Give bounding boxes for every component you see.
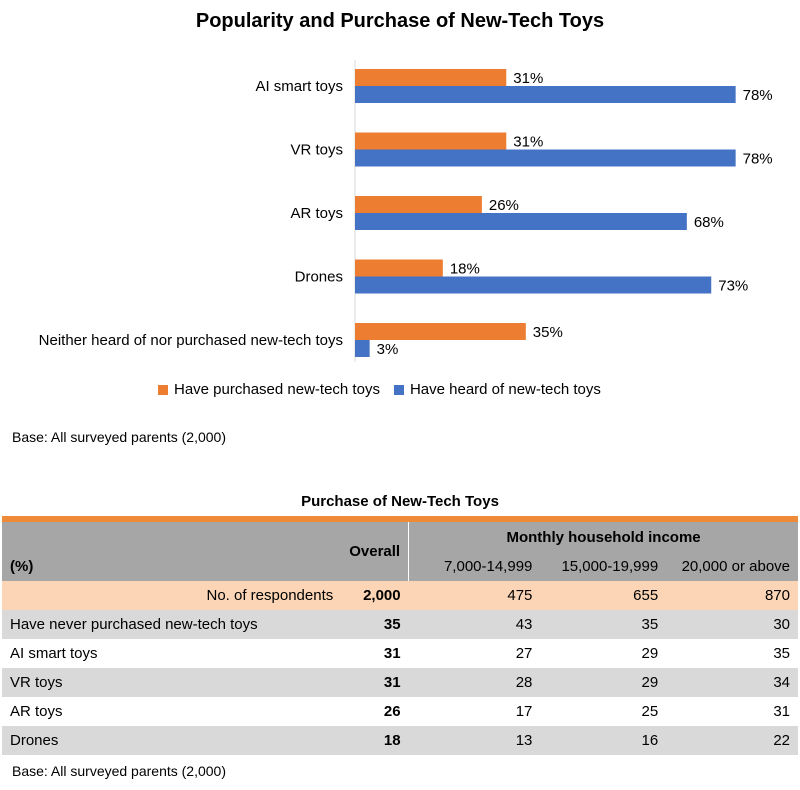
cell-income-1: 475 (408, 581, 541, 610)
legend-swatch-heard (393, 384, 404, 395)
cell-income-3: 35 (666, 639, 798, 668)
cell-income-2: 25 (540, 697, 667, 726)
bar-purchased (355, 196, 482, 213)
data-label: 78% (743, 87, 773, 104)
cell-income-3: 870 (666, 581, 798, 610)
row-label: AI smart toys (2, 639, 342, 668)
cell-income-2: 29 (540, 668, 667, 697)
cell-income-1: 28 (408, 668, 541, 697)
cell-income-1: 13 (408, 726, 541, 755)
bar-purchased (355, 259, 443, 277)
cell-income-1: 27 (408, 639, 541, 668)
legend-item-heard: Have heard of new-tech toys (393, 381, 601, 398)
data-label: 26% (489, 197, 519, 214)
data-label: 35% (533, 324, 563, 341)
cell-overall: 31 (341, 639, 409, 668)
data-label: 31% (513, 134, 543, 151)
table-row: VR toys 31 28 29 34 (2, 668, 798, 697)
cell-overall: 31 (341, 668, 409, 697)
data-label: 3% (377, 341, 399, 358)
category-label: Neither heard of nor purchased new-tech … (39, 332, 343, 349)
header-overall: Overall (341, 522, 410, 581)
cell-income-1: 17 (408, 697, 541, 726)
legend-label-purchased: Have purchased new-tech toys (174, 381, 380, 398)
table-row: AR toys 26 17 25 31 (2, 697, 798, 726)
table-row: AI smart toys 31 27 29 35 (2, 639, 798, 668)
bar-chart: AI smart toys 31% 78% VR toys 31% 78% AR toys 2… (39, 60, 773, 362)
table-row: Drones 18 13 16 22 (2, 726, 798, 755)
data-label: 78% (743, 151, 773, 168)
chart-title: Popularity and Purchase of New-Tech Toys (195, 10, 605, 32)
row-label: No. of respondents (2, 581, 342, 610)
category-label: AI smart toys (255, 78, 343, 95)
data-label: 68% (694, 214, 724, 231)
cell-income-2: 16 (540, 726, 667, 755)
category-label: AR toys (290, 205, 343, 222)
bar-heard (355, 213, 687, 230)
table-base-note: Base: All surveyed parents (2,000) (12, 763, 227, 779)
legend-swatch-purchased (158, 384, 168, 395)
chart-base-note: Base: All surveyed parents (2,000) (12, 429, 227, 445)
header-empty-cell (2, 522, 342, 552)
row-label: AR toys (2, 697, 342, 726)
bar-purchased (355, 323, 526, 340)
table-row-respondents: No. of respondents 2,000 475 655 870 (2, 581, 798, 610)
cell-overall: 26 (341, 697, 409, 726)
legend-item-purchased: Have purchased new-tech toys (158, 381, 380, 398)
table-header-row-1: Overall Monthly household income (2, 522, 798, 581)
cell-overall: 2,000 (341, 581, 409, 610)
cell-income-2: 29 (540, 639, 667, 668)
cell-overall: 35 (341, 610, 409, 639)
category-label: VR toys (290, 142, 343, 159)
cell-income-2: 35 (540, 610, 667, 639)
bar-heard (355, 86, 736, 103)
header-income: Monthly household income (408, 522, 798, 552)
bar-purchased (355, 132, 507, 150)
cell-income-1: 43 (408, 610, 541, 639)
bar-heard (355, 340, 370, 357)
cell-income-3: 22 (666, 726, 798, 755)
cell-income-3: 30 (666, 610, 798, 639)
row-label: VR toys (2, 668, 342, 697)
row-label: Drones (2, 726, 342, 755)
legend-label-heard: Have heard of new-tech toys (409, 381, 601, 398)
header-income-col-2: 15,000-19,999 (540, 552, 667, 581)
cell-income-2: 655 (540, 581, 667, 610)
header-income-col-3: 20,000 or above (666, 552, 798, 581)
purchase-table: Overall Monthly household income (%) 7,0… (2, 522, 798, 755)
cell-overall: 18 (341, 726, 409, 755)
bar-heard (355, 149, 736, 167)
data-label: 31% (513, 70, 543, 87)
chart-legend: Have purchased new-tech toys Have heard … (158, 381, 615, 398)
table-title: Purchase of New-Tech Toys (301, 493, 499, 510)
header-income-col-1: 7,000-14,999 (408, 552, 541, 581)
cell-income-3: 34 (666, 668, 798, 697)
data-label: 73% (718, 278, 748, 295)
table-header-row-2: (%) 7,000-14,999 15,000-19,999 20,000 or… (2, 552, 798, 581)
bar-heard (355, 276, 712, 294)
bar-purchased (355, 69, 507, 86)
category-label: Drones (295, 269, 343, 286)
table-top-rule (2, 516, 798, 522)
table-row: Have never purchased new-tech toys 35 43… (2, 610, 798, 639)
row-label: Have never purchased new-tech toys (2, 610, 342, 639)
cell-income-3: 31 (666, 697, 798, 726)
data-label: 18% (450, 261, 480, 278)
header-unit: (%) (2, 552, 342, 581)
